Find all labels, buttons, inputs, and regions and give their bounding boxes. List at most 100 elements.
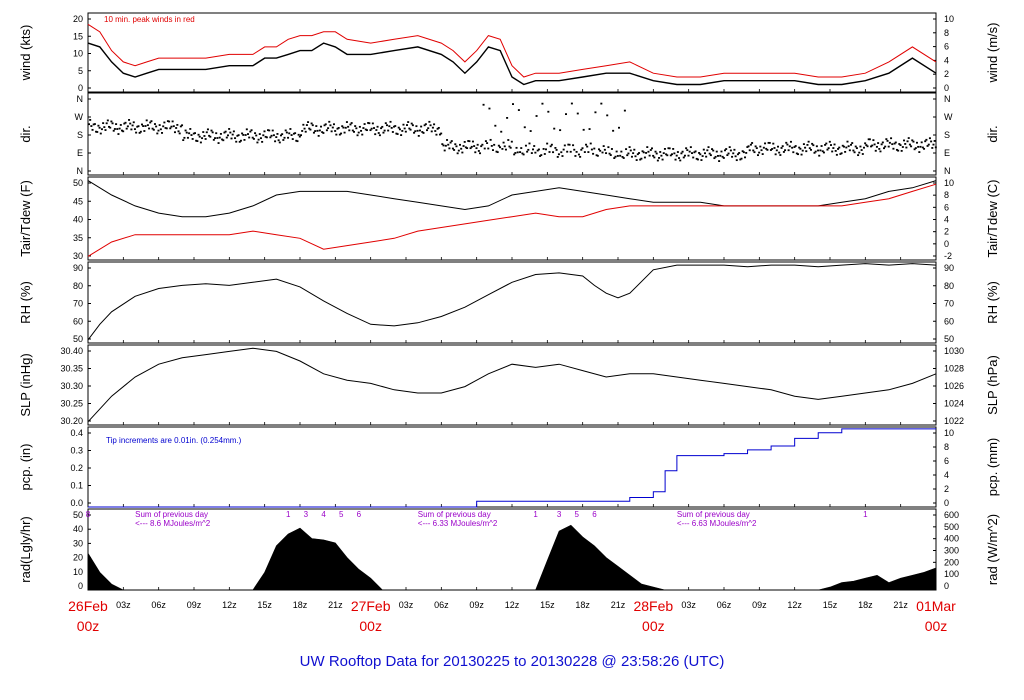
dir-point (693, 151, 696, 154)
dir-point (778, 151, 781, 154)
dir-point (133, 128, 136, 131)
right-tick-label: N (944, 94, 951, 104)
dir-point (468, 140, 471, 143)
dir-point (131, 124, 134, 127)
dir-point (275, 136, 278, 139)
dir-point (784, 149, 787, 152)
dir-point (335, 133, 338, 136)
dir-point (517, 109, 520, 111)
dir-point (721, 155, 724, 158)
dir-point (497, 144, 500, 147)
dir-point (312, 131, 315, 134)
left-tick-label: 50 (73, 510, 83, 520)
panel-annotation-wind: 10 min. peak winds in red (104, 15, 195, 24)
dir-point (238, 140, 241, 143)
dir-point (661, 158, 664, 161)
dir-point (813, 151, 816, 154)
dir-point (732, 152, 735, 155)
dir-point (842, 145, 845, 148)
dir-point (268, 129, 271, 132)
left-tick-label: 70 (73, 299, 83, 309)
dir-point (284, 129, 287, 132)
right-axis-label-pcp: pcp. (mm) (985, 438, 1000, 497)
dir-point (464, 146, 467, 149)
dir-point (221, 138, 224, 141)
dir-point (437, 126, 440, 129)
dir-point (235, 140, 238, 143)
right-tick-label: 6 (944, 456, 949, 466)
rad-hour-mark: 1 (286, 510, 291, 519)
dir-point (735, 159, 738, 162)
dir-point (833, 143, 836, 146)
dir-point (848, 149, 851, 152)
dir-point (840, 152, 843, 155)
dir-point (825, 142, 828, 145)
dir-point (574, 155, 577, 157)
dir-point (686, 149, 689, 151)
dir-point (539, 155, 542, 157)
dir-point (712, 149, 715, 152)
rad-hour-mark: 1 (533, 510, 538, 519)
dir-point (96, 131, 99, 133)
dir-point (711, 148, 714, 150)
dir-point (587, 151, 590, 153)
dir-point (852, 149, 855, 152)
rad-hour-mark: 3 (557, 510, 562, 519)
dir-point (716, 155, 719, 157)
dir-point (738, 152, 741, 154)
dir-point (308, 127, 311, 130)
dir-point (793, 146, 796, 148)
dir-point (332, 123, 335, 126)
dir-point (115, 123, 118, 126)
right-tick-label: 8 (944, 442, 949, 452)
left-tick-label: 30.30 (60, 381, 83, 391)
left-tick-label: E (77, 148, 83, 158)
dir-point (198, 135, 201, 138)
dir-point (533, 145, 536, 147)
dir-point (391, 131, 394, 133)
dir-point (837, 148, 840, 150)
dir-point (145, 119, 148, 122)
dir-point (925, 138, 928, 141)
x-hour-label: 15z (257, 600, 272, 610)
dir-point (645, 152, 648, 154)
x-hour-label: 03z (399, 600, 414, 610)
dir-point (484, 140, 487, 143)
panel-frame-temp (87, 176, 937, 261)
dir-point (175, 127, 178, 129)
right-tick-label: 1022 (944, 416, 964, 426)
right-tick-label: 10 (944, 178, 954, 188)
dir-point (834, 150, 837, 152)
dir-point (895, 148, 898, 151)
dir-point (393, 125, 396, 128)
dir-point (800, 153, 803, 156)
dir-point (874, 149, 877, 152)
dir-point (269, 136, 272, 139)
dir-point (203, 135, 206, 137)
right-tick-label: W (944, 112, 953, 122)
dir-point (205, 131, 208, 134)
dir-point (494, 124, 497, 127)
dir-point (481, 143, 484, 146)
dir-point (428, 120, 431, 123)
dir-point (163, 121, 166, 124)
dir-point (173, 131, 176, 134)
rad-sum-value: <--- 8.6 MJoules/m^2 (135, 519, 211, 528)
dir-point (374, 133, 377, 136)
dir-point (388, 125, 391, 128)
dir-point (799, 147, 802, 150)
dir-point (159, 128, 162, 131)
series-rh-rh (87, 263, 937, 341)
dir-point (691, 152, 694, 155)
dir-point (281, 133, 284, 136)
x-hour-label: 03z (681, 600, 696, 610)
dir-point (151, 127, 154, 130)
dir-point (588, 128, 591, 130)
dir-point (658, 157, 661, 159)
dir-point (628, 146, 631, 148)
dir-point (215, 132, 218, 135)
dir-point (503, 145, 506, 148)
chart-title: UW Rooftop Data for 20130225 to 20130228… (300, 653, 725, 670)
right-tick-label: E (944, 148, 950, 158)
dir-point (570, 102, 573, 105)
